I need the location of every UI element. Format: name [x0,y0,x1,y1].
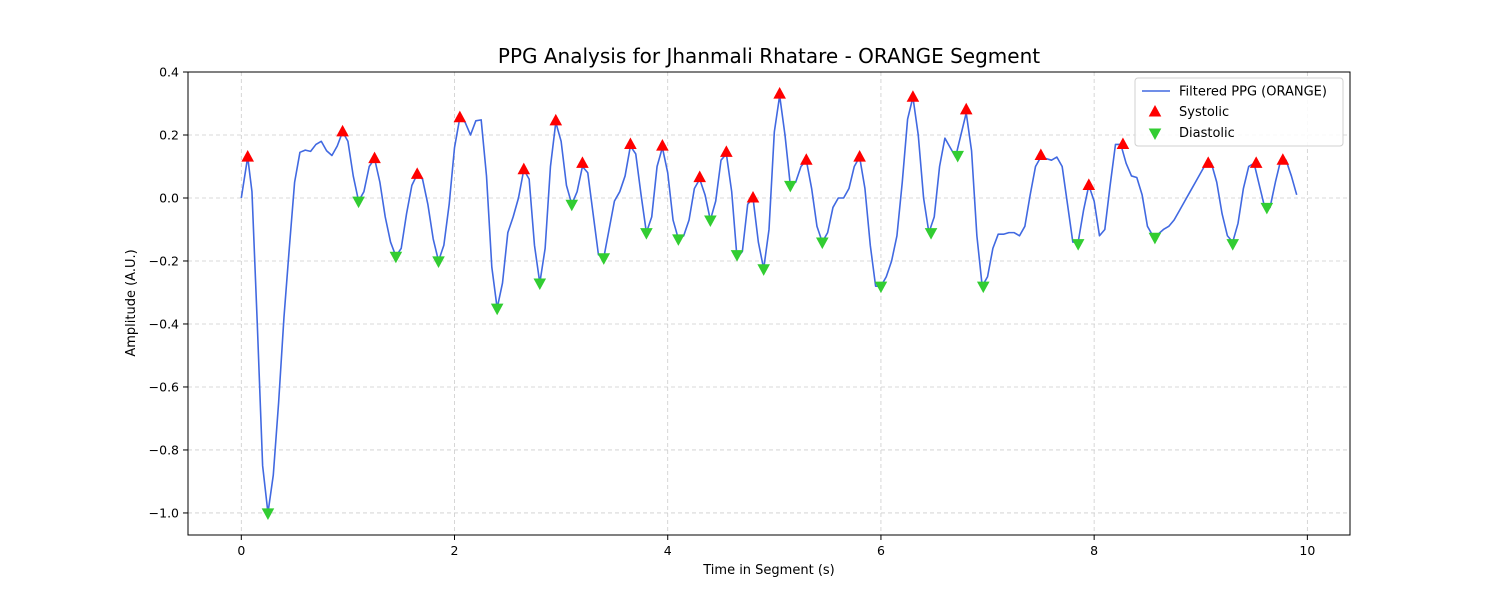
legend-diastolic-swatch [1148,128,1162,140]
y-tick-label: 0.4 [159,65,179,80]
diastolic-marker [951,150,964,163]
diastolic-marker [261,508,275,520]
systolic-marker [720,145,733,157]
y-tick-label: −0.2 [149,253,179,268]
axes-layer: 0 2 4 6 8 10 −1.0 −0.8 −0.6 −0.4 −0.2 0.0 0.2 0.4 [149,65,1351,558]
systolic-marker [906,90,920,102]
systolic-marker [1201,156,1215,168]
y-tick-label: −0.6 [149,379,179,394]
y-tick-label: 0.0 [159,190,179,205]
y-axis-label: Amplitude (A.U.) [124,249,139,356]
systolic-marker [1276,153,1290,165]
diastolic-marker [924,228,938,240]
legend-box [1134,77,1344,147]
x-tick-label: 8 [1090,543,1098,558]
diastolic-marker [490,303,504,316]
systolic-marker [959,102,973,115]
systolic-marker [1116,137,1130,149]
diastolic-marker [352,196,365,209]
diastolic-marker [389,251,403,264]
systolic-marker [1082,178,1096,190]
diastolic-marker [1071,239,1085,251]
legend-label-systolic: Systolic [1179,105,1229,120]
systolic-marker [1034,148,1048,161]
diastolic-marker [432,256,445,268]
systolic-marker [368,151,381,164]
chart-title: PPG Analysis for Jhanmali Rhatare - ORAN… [498,44,1040,68]
x-tick-label: 0 [237,543,245,558]
legend-label-filtered: Filtered PPG (ORANGE) [1179,85,1327,100]
x-tick-label: 2 [451,543,459,558]
diastolic-marker [784,180,797,193]
x-tick-label: 4 [664,543,672,558]
systolic-marker [1249,156,1263,168]
systolic-marker [549,113,563,126]
y-tick-label: −0.8 [149,442,179,457]
systolic-marker [624,137,637,149]
legend-label-diastolic: Diastolic [1179,126,1235,141]
diastolic-marker [672,234,685,246]
systolic-marker [336,124,349,137]
legend: Filtered PPG (ORANGE) Systolic Diastolic [1134,77,1344,147]
diastolic-marker [533,278,547,291]
x-tick-label: 6 [877,543,885,558]
diastolic-marker [597,253,611,265]
systolic-marker [800,153,813,165]
x-axis-label: Time in Segment (s) [702,563,834,578]
plot-frame [187,71,1351,536]
diastolic-marker [640,228,653,240]
systolic-marker [453,110,467,123]
y-tick-label: −1.0 [149,505,179,520]
systolic-marker [517,162,531,175]
diastolic-marker [565,199,579,212]
diastolic-marker [1148,232,1162,245]
diastolic-marker [1260,202,1274,215]
systolic-marker [656,139,669,151]
diastolic-marker [976,281,990,294]
diastolic-marker [816,237,829,250]
systolic-marker [853,150,866,162]
systolic-marker [773,87,786,99]
systolic-marker [241,150,254,162]
marker-layer [241,87,1290,520]
systolic-marker [693,170,707,183]
systolic-marker [410,167,424,179]
y-tick-label: 0.2 [159,127,179,142]
legend-systolic-swatch [1148,105,1162,117]
diastolic-marker [704,215,717,228]
systolic-marker [746,190,760,203]
y-tick-label: −0.4 [149,316,179,331]
x-tick-label: 10 [1299,543,1315,558]
systolic-marker [576,156,589,168]
diastolic-marker [730,250,744,262]
diastolic-marker [874,281,888,294]
diastolic-marker [757,264,770,276]
diastolic-marker [1226,239,1240,251]
